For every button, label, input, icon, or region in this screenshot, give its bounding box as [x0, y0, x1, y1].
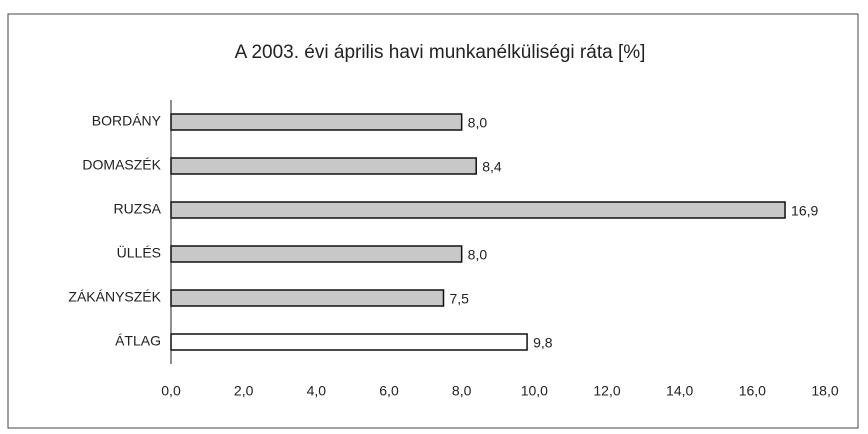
y-tick-label: BORDÁNY	[92, 113, 162, 129]
data-label: 16,9	[791, 203, 818, 219]
y-tick-label: ZÁKÁNYSZÉK	[68, 289, 161, 305]
bar	[170, 201, 786, 219]
x-tick-label: 12,0	[593, 383, 620, 399]
bar	[170, 157, 477, 175]
x-tick-label: 18,0	[811, 383, 838, 399]
bar	[170, 113, 463, 131]
bar	[170, 289, 445, 307]
bar	[170, 245, 463, 263]
y-tick-label: ÁTLAG	[115, 333, 161, 349]
chart-frame	[7, 13, 859, 429]
data-label: 7,5	[450, 291, 470, 307]
data-label: 8,0	[468, 247, 488, 263]
data-label: 8,4	[482, 159, 502, 175]
x-tick-label: 10,0	[521, 383, 548, 399]
y-tick-label: RUZSA	[114, 201, 162, 217]
x-tick-label: 16,0	[739, 383, 766, 399]
x-tick-label: 0,0	[161, 383, 181, 399]
x-tick-label: 6,0	[379, 383, 399, 399]
chart-title: A 2003. évi április havi munkanélküliség…	[235, 42, 646, 63]
y-tick-label: DOMASZÉK	[82, 157, 161, 173]
x-tick-label: 14,0	[666, 383, 693, 399]
x-tick-label: 4,0	[307, 383, 327, 399]
data-label: 8,0	[468, 115, 488, 131]
x-tick-label: 8,0	[452, 383, 472, 399]
y-tick-label: ÜLLÉS	[117, 244, 161, 261]
x-tick-label: 2,0	[234, 383, 254, 399]
data-label: 9,8	[533, 335, 553, 351]
bar	[170, 333, 528, 351]
